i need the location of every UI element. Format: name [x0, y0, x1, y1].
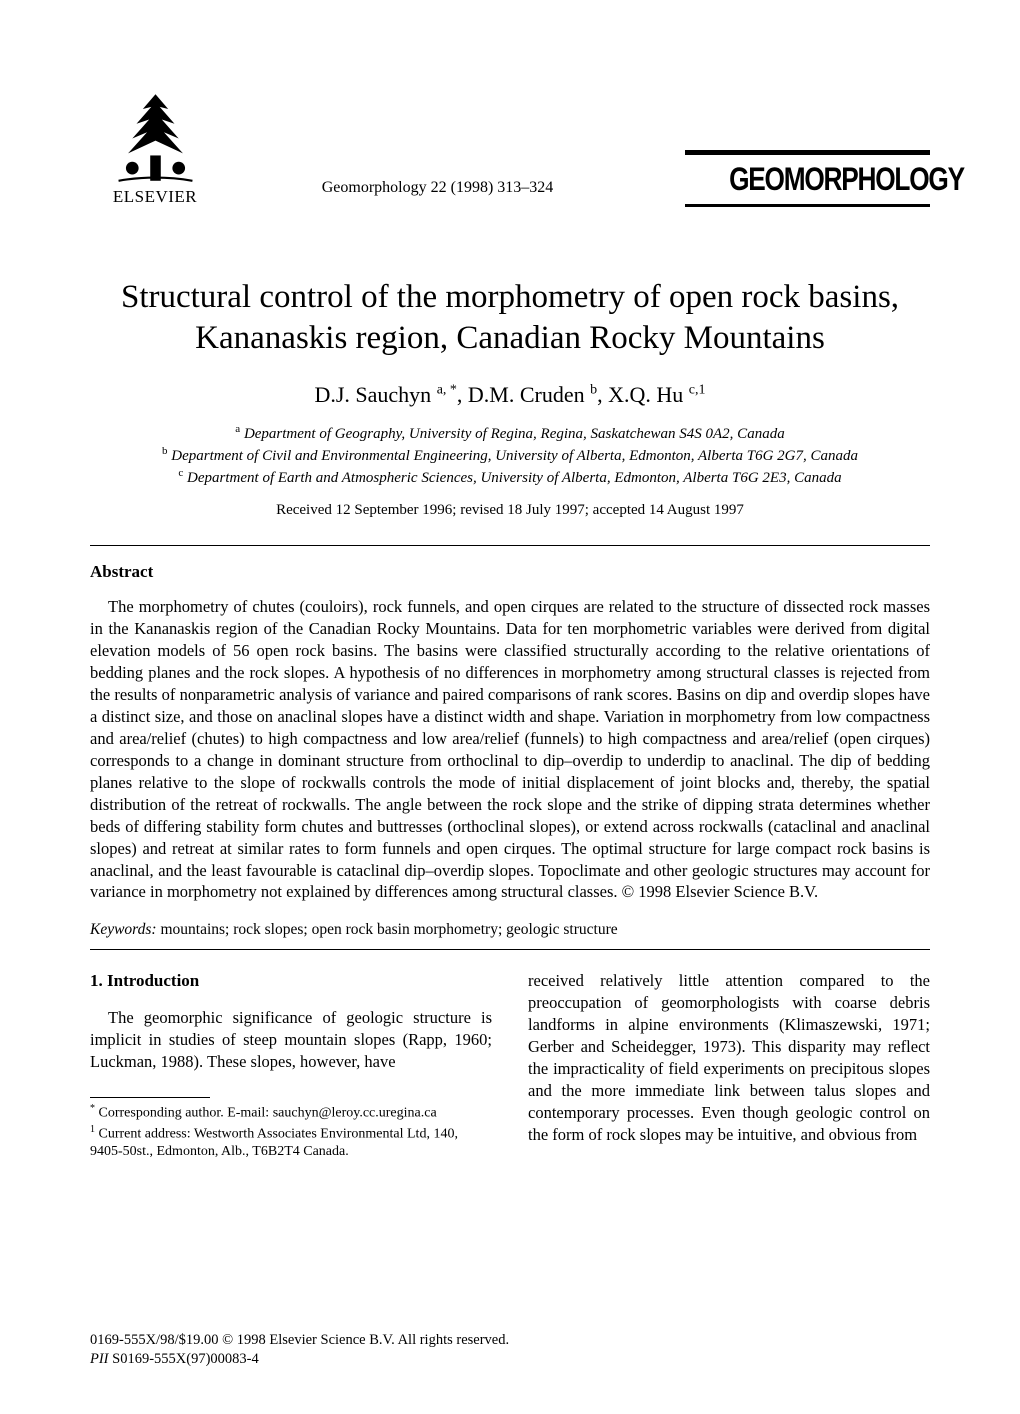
logo-rule-bottom [685, 204, 930, 207]
article-title: Structural control of the morphometry of… [90, 277, 930, 360]
journal-reference: Geomorphology 22 (1998) 313–324 [322, 179, 554, 197]
introduction-heading: 1. Introduction [90, 970, 492, 993]
footnote-corresponding: * Corresponding author. E-mail: sauchyn@… [90, 1102, 492, 1123]
elsevier-tree-icon [113, 90, 198, 185]
keywords-text: mountains; rock slopes; open rock basin … [160, 921, 617, 938]
intro-para-right: received relatively little attention com… [528, 970, 930, 1146]
pii-line: PII S0169-555X(97)00083-4 [90, 1350, 509, 1370]
keywords-label: Keywords: [90, 921, 157, 938]
publisher-block: ELSEVIER [90, 90, 220, 207]
authors-line: D.J. Sauchyn a, *, D.M. Cruden b, X.Q. H… [90, 382, 930, 408]
affil-sup: c [178, 467, 183, 479]
abstract-body: The morphometry of chutes (couloirs), ro… [90, 596, 930, 903]
publisher-name: ELSEVIER [113, 187, 197, 207]
affil-text: Department of Civil and Environmental En… [171, 448, 858, 464]
intro-para-left: The geomorphic significance of geologic … [90, 1007, 492, 1073]
affil-sup: a [235, 423, 240, 435]
left-column: 1. Introduction The geomorphic significa… [90, 970, 492, 1161]
affil-text: Department of Geography, University of R… [244, 426, 785, 442]
pii-value: S0169-555X(97)00083-4 [112, 1351, 259, 1367]
footnotes-block: * Corresponding author. E-mail: sauchyn@… [90, 1102, 492, 1162]
footnote-corr-text: Corresponding author. E-mail: sauchyn@le… [99, 1105, 437, 1120]
affiliations-block: a Department of Geography, University of… [90, 422, 930, 489]
affiliation: b Department of Civil and Environmental … [90, 444, 930, 466]
abstract-heading: Abstract [90, 562, 930, 582]
page-footer: 0169-555X/98/$19.00 © 1998 Elsevier Scie… [90, 1331, 509, 1370]
footnote-rule [90, 1097, 210, 1098]
pii-label: PII [90, 1351, 109, 1367]
logo-rule-top [685, 150, 930, 155]
affiliation: a Department of Geography, University of… [90, 422, 930, 444]
copyright-line: 0169-555X/98/$19.00 © 1998 Elsevier Scie… [90, 1331, 509, 1351]
right-column: received relatively little attention com… [528, 970, 930, 1161]
journal-logo-block: GEOMORPHOLOGY [685, 150, 930, 207]
footnote-address: 1 Current address: Westworth Associates … [90, 1123, 492, 1162]
keywords-bottom-rule [90, 949, 930, 950]
journal-header: ELSEVIER Geomorphology 22 (1998) 313–324… [90, 90, 930, 207]
abstract-top-rule [90, 545, 930, 546]
affiliation: c Department of Earth and Atmospheric Sc… [90, 466, 930, 488]
affil-text: Department of Earth and Atmospheric Scie… [187, 470, 842, 486]
keywords-line: Keywords: mountains; rock slopes; open r… [90, 921, 930, 939]
article-dates: Received 12 September 1996; revised 18 J… [90, 502, 930, 519]
footnote-addr-text: Current address: Westworth Associates En… [90, 1126, 458, 1159]
body-two-column: 1. Introduction The geomorphic significa… [90, 970, 930, 1161]
affil-sup: b [162, 445, 168, 457]
journal-logo-text: GEOMORPHOLOGY [729, 161, 930, 198]
